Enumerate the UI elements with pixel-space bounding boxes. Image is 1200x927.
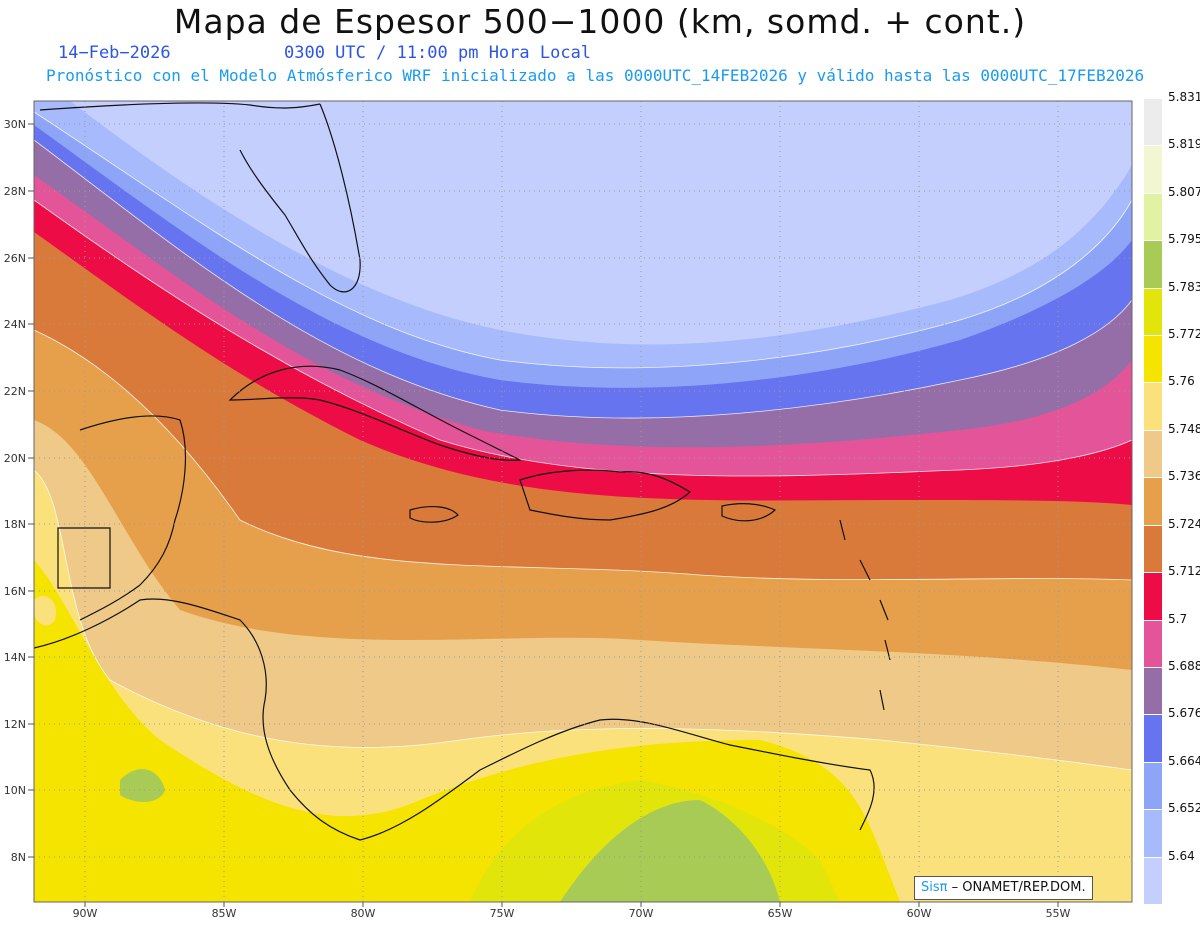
legend-swatch — [1144, 714, 1162, 762]
lat-label: 16N — [4, 585, 26, 598]
legend-swatch — [1144, 335, 1162, 383]
legend-swatch — [1144, 98, 1162, 146]
forecast-date: 14−Feb−2026 — [58, 43, 171, 63]
lat-label: 10N — [4, 784, 26, 797]
lon-label: 80W — [351, 907, 376, 920]
legend-swatch — [1144, 287, 1162, 336]
lat-label: 28N — [4, 185, 26, 198]
legend-swatch — [1144, 809, 1162, 857]
lat-label: 14N — [4, 651, 26, 664]
credit-org: – ONAMET/REP.DOM. — [947, 880, 1086, 895]
forecast-time: 0300 UTC / 11:00 pm Hora Local — [284, 43, 592, 63]
lon-label: 90W — [73, 907, 98, 920]
puerto-rico-coast — [721, 503, 777, 522]
lat-label: 24N — [4, 318, 26, 331]
band-5-795 — [560, 800, 780, 902]
legend-swatch — [1144, 192, 1162, 241]
sispi-logo: Sisπ — [921, 880, 948, 895]
map-frame — [33, 100, 1133, 903]
legend-swatch — [1144, 477, 1162, 525]
legend-swatch — [1144, 856, 1162, 904]
hispaniola-coast — [519, 469, 692, 521]
legend-label: 5.807 — [1168, 184, 1200, 199]
lon-label: 70W — [629, 907, 654, 920]
legend-label: 5.783 — [1168, 279, 1200, 294]
band-5-759-patch — [34, 596, 56, 626]
legend-label: 5.7 — [1168, 611, 1188, 626]
lat-label: 18N — [4, 518, 26, 531]
south-america-coast — [359, 718, 875, 841]
lon-label: 65W — [768, 907, 793, 920]
longitude-axis: 90W 85W 80W 75W 70W 65W 60W 55W — [73, 907, 1071, 920]
legend-swatch — [1144, 619, 1162, 667]
credit-box: Sisπ – ONAMET/REP.DOM. — [914, 876, 1093, 900]
legend-swatch — [1144, 145, 1162, 193]
forecast-description: Pronóstico con el Modelo Atmósferico WRF… — [46, 66, 1145, 85]
lat-label: 30N — [4, 118, 26, 131]
legend-swatch — [1144, 240, 1162, 288]
map-title: Mapa de Espesor 500−1000 (km, somd. + co… — [173, 2, 1027, 41]
band-5-76 — [34, 470, 1132, 902]
legend-swatch — [1144, 382, 1162, 430]
legend-label: 5.772 — [1168, 327, 1200, 342]
central-america-coast — [34, 598, 361, 841]
legend-label: 5.736 — [1168, 469, 1200, 484]
legend-label: 5.831 — [1168, 90, 1200, 104]
band-5-807-patch — [120, 769, 165, 802]
legend-swatch — [1144, 524, 1162, 573]
legend-label: 5.76 — [1168, 374, 1195, 389]
legend-swatch — [1144, 572, 1162, 620]
lon-label: 75W — [490, 907, 515, 920]
lat-label: 8N — [11, 851, 26, 864]
lat-label: 22N — [4, 385, 26, 398]
grid-lines — [34, 101, 1132, 902]
legend-label: 5.819 — [1168, 137, 1200, 152]
lat-label: 20N — [4, 452, 26, 465]
lon-label: 85W — [212, 907, 237, 920]
legend-swatch — [1144, 429, 1162, 478]
legend-label: 5.795 — [1168, 232, 1200, 247]
legend-label: 5.688 — [1168, 658, 1200, 673]
yucatan-coast — [79, 415, 187, 621]
lat-label: 26N — [4, 252, 26, 265]
legend-label: 5.748 — [1168, 421, 1200, 436]
coastlines — [34, 102, 891, 841]
jamaica-coast — [409, 505, 459, 523]
lon-label: 55W — [1046, 907, 1071, 920]
legend-label: 5.712 — [1168, 564, 1200, 579]
mexico-border — [57, 527, 111, 589]
florida-coast — [39, 102, 361, 293]
legend-label: 5.724 — [1168, 516, 1200, 531]
cuba-coast — [228, 365, 523, 461]
lat-label: 12N — [4, 718, 26, 731]
legend-label: 5.664 — [1168, 753, 1200, 768]
legend-label: 5.652 — [1168, 801, 1200, 816]
legend-label: 5.64 — [1168, 848, 1195, 863]
color-legend: 5.64 5.652 5.664 5.676 5.688 5.7 5.712 5.724 5.7… — [1144, 90, 1200, 904]
lon-label: 60W — [907, 907, 932, 920]
legend-label: 5.676 — [1168, 706, 1200, 721]
legend-swatch — [1144, 761, 1162, 810]
latitude-axis: 30N 28N 26N 24N 22N 20N 18N 16N 14N 12N … — [4, 118, 26, 864]
lesser-antilles — [839, 519, 891, 711]
legend-swatch — [1144, 666, 1162, 715]
